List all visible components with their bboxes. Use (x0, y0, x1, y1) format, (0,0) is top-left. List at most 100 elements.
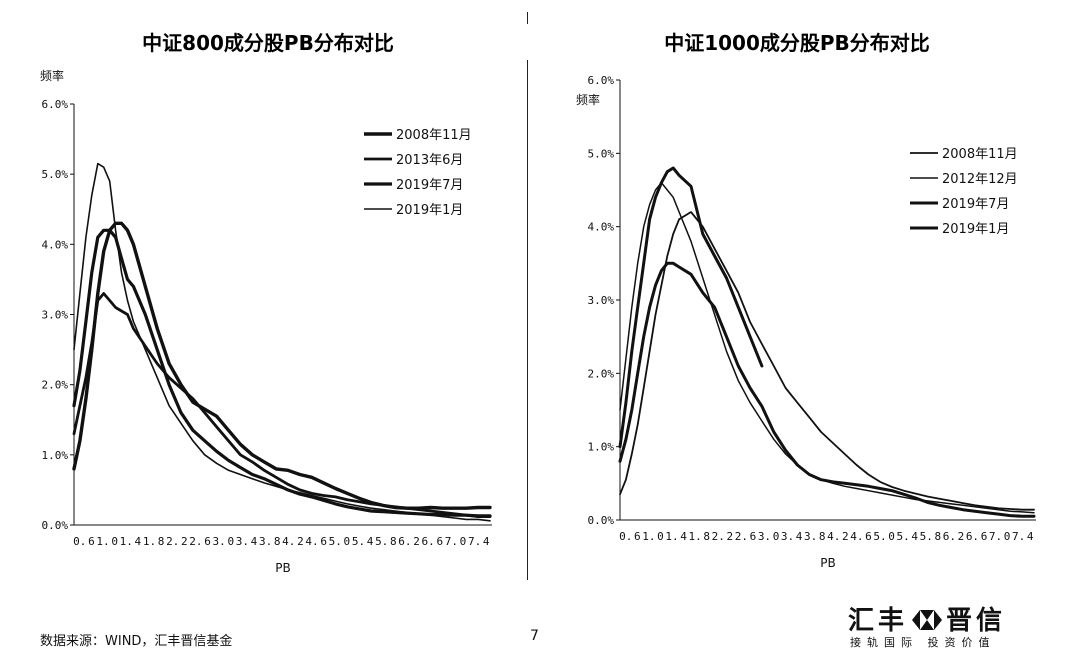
chart-divider (527, 60, 528, 580)
x-tick-label: 6 (750, 530, 757, 543)
brand-slogan: 接轨国际 投资价值 (850, 636, 996, 649)
x-tick-label: 8 (158, 535, 165, 548)
legend-entry: 2008年11月 (396, 128, 472, 143)
x-tick-label: 6 (634, 530, 641, 543)
x-tick-label: 4 (483, 535, 490, 548)
x-tick-label: 2. (189, 535, 202, 548)
x-tick-label: 4 (251, 535, 258, 548)
x-tick-label: 6. (422, 535, 435, 548)
page-number: 7 (530, 628, 539, 644)
y-tick-label: 4.0% (588, 221, 615, 234)
x-tick-label: 3. (804, 530, 817, 543)
x-tick-label: 3. (758, 530, 771, 543)
x-axis-label: PB (820, 556, 835, 570)
y-tick-label: 1.0% (42, 449, 69, 462)
x-tick-label: 4 (680, 530, 687, 543)
series-line-3 (72, 228, 492, 518)
x-tick-label: 0 (344, 535, 351, 548)
x-tick-label: 4 (367, 535, 374, 548)
series-line-4 (73, 162, 491, 522)
series-line-1 (619, 211, 1035, 511)
chart-title: 中证1000成分股PB分布对比 (664, 31, 930, 55)
x-tick-label: 6. (398, 535, 411, 548)
x-tick-label: 1. (120, 535, 133, 548)
x-tick-label: 4. (827, 530, 840, 543)
x-tick-label: 4 (796, 530, 803, 543)
legend-entry: 2013年6月 (396, 153, 463, 168)
x-tick-label: 2 (958, 530, 965, 543)
hexagon-logo-icon (912, 608, 943, 630)
x-tick-label: 5. (873, 530, 886, 543)
chart-csi800-pb: 中证800成分股PB分布对比 频率 0.0% 1.0% 2.0% 3.0% 4.0% 5.0%… (0, 0, 530, 600)
brand-name-left: 汇丰 (848, 606, 909, 636)
x-tick-label: 0. (619, 530, 632, 543)
y-tick-label: 5.0% (42, 168, 69, 181)
x-tick-label: 0 (227, 535, 234, 548)
series-line-4 (618, 261, 1036, 518)
x-tick-label: 0. (73, 535, 86, 548)
x-tick-label: 5. (352, 535, 365, 548)
x-tick-label: 6 (981, 530, 988, 543)
x-tick-label: 6 (436, 535, 443, 548)
x-tick-label: 0 (460, 535, 467, 548)
x-tick-label: 8 (703, 530, 710, 543)
chart-title: 中证800成分股PB分布对比 (142, 31, 394, 55)
y-tick-label: 5.0% (588, 147, 615, 160)
x-tick-label: 6. (966, 530, 979, 543)
x-tick-label: 2 (297, 535, 304, 548)
series-line-2 (72, 292, 492, 518)
x-tick-label: 1. (642, 530, 655, 543)
y-axis-label: 频率 (40, 68, 64, 83)
x-tick-label: 7. (445, 535, 458, 548)
x-tick-label: 7. (468, 535, 481, 548)
x-tick-label: 7. (1012, 530, 1025, 543)
legend-entry: 2019年1月 (396, 203, 463, 218)
y-tick-label: 0.0% (42, 519, 69, 532)
x-tick-label: 2 (726, 530, 733, 543)
x-tick-label: 4. (305, 535, 318, 548)
x-tick-label: 4. (282, 535, 295, 548)
y-tick-label: 3.0% (42, 309, 69, 322)
x-tick-label: 0 (1004, 530, 1011, 543)
legend-entry: 2019年1月 (942, 222, 1009, 237)
x-tick-label: 5. (896, 530, 909, 543)
y-tick-label: 6.0% (42, 98, 69, 111)
brand-name: 汇丰 晋信 (848, 600, 1006, 637)
x-tick-label: 5. (920, 530, 933, 543)
x-tick-label: 6 (320, 535, 327, 548)
x-tick-label: 3. (236, 535, 249, 548)
series-line-1 (72, 221, 492, 510)
x-tick-label: 5. (375, 535, 388, 548)
x-tick-label: 2 (842, 530, 849, 543)
x-tick-label: 1. (688, 530, 701, 543)
x-tick-label: 2 (413, 535, 420, 548)
x-tick-label: 4 (911, 530, 918, 543)
y-tick-label: 3.0% (588, 294, 615, 307)
series-line-3 (618, 166, 764, 449)
x-tick-label: 1. (96, 535, 109, 548)
x-tick-label: 0 (111, 535, 118, 548)
y-tick-label: 4.0% (42, 238, 69, 251)
x-tick-label: 4 (135, 535, 142, 548)
y-tick-label: 0.0% (588, 514, 615, 527)
x-tick-label: 0 (657, 530, 664, 543)
y-axis-label: 频率 (576, 92, 600, 107)
x-tick-label: 3. (259, 535, 272, 548)
x-tick-label: 8 (274, 535, 281, 548)
x-tick-label: 3. (213, 535, 226, 548)
legend-entry: 2019年7月 (396, 178, 463, 193)
x-tick-label: 2 (181, 535, 188, 548)
y-tick-label: 2.0% (588, 367, 615, 380)
x-tick-label: 6 (865, 530, 872, 543)
data-source-note: 数据来源：WIND，汇丰晋信基金 (40, 634, 233, 649)
y-tick-label: 6.0% (588, 74, 615, 87)
x-tick-label: 6 (88, 535, 95, 548)
x-tick-label: 6. (943, 530, 956, 543)
x-axis-label: PB (275, 561, 290, 575)
chart-csi1000-svg: 中证1000成分股PB分布对比频率0.0%1.0%2.0%3.0%4.0%5.0… (576, 31, 1036, 570)
x-tick-label: 0 (773, 530, 780, 543)
x-tick-label: 4 (1027, 530, 1034, 543)
chart-csi1000-pb: 中证1000成分股PB分布对比 频率 0.0% 1.0% 2.0% 3.0% 4.0% 5.0… (532, 0, 1080, 600)
x-tick-label: 1. (143, 535, 156, 548)
